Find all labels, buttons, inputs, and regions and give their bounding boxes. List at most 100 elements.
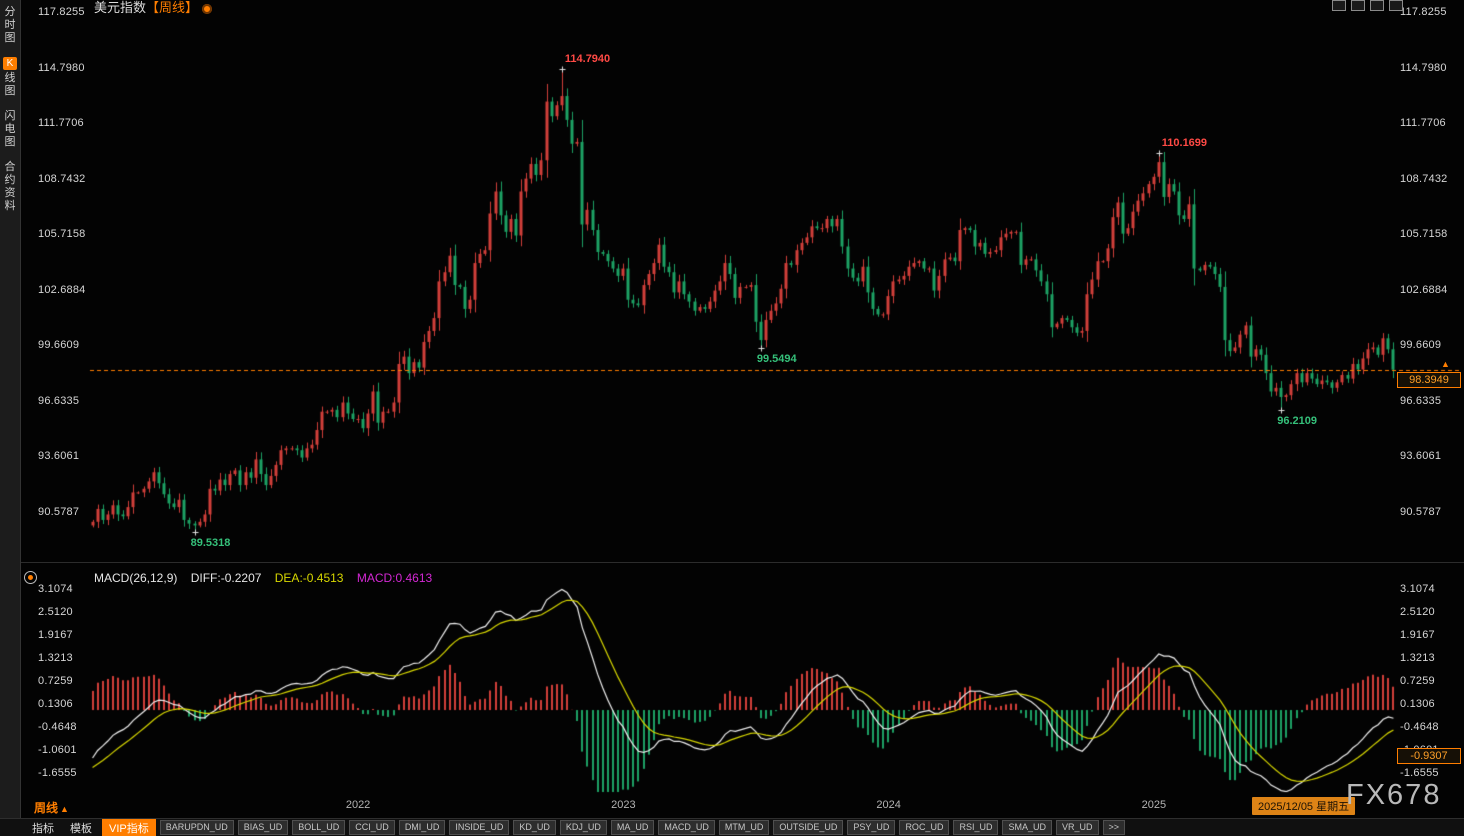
macd-axis-label-right: 1.3213	[1400, 652, 1435, 664]
macd-dea-value: DEA:-0.4513	[274, 571, 344, 585]
indicator-button-boll_ud[interactable]: BOLL_UD	[292, 820, 346, 835]
indicator-button-roc_ud[interactable]: ROC_UD	[899, 820, 950, 835]
indicator-button-cci_ud[interactable]: CCI_UD	[349, 820, 395, 835]
price-axis-label-left: 99.6609	[38, 339, 80, 352]
dot-icon	[28, 575, 33, 580]
bottom-toolbar: 指标 模板 VIP指标 BARUPDN_UD BIAS_UD BOLL_UD CCI_…	[0, 818, 1464, 836]
chart-toolbar-icon[interactable]	[1332, 0, 1346, 11]
macd-current-tag: -0.9307	[1397, 747, 1461, 764]
indicator-button-vr_ud[interactable]: VR_UD	[1055, 820, 1099, 835]
indicator-button-ma_ud[interactable]: MA_UD	[610, 820, 655, 835]
k-line-icon: K	[3, 57, 17, 70]
time-axis-label: 2025	[1141, 799, 1167, 811]
more-indicators-button[interactable]: >>	[1102, 820, 1126, 835]
macd-header: MACD(26,12,9) DIFF:-0.2207 DEA:-0.4513 M…	[94, 571, 432, 585]
sidebar-item-time-chart[interactable]: 分时图	[4, 6, 16, 44]
price-axis-label-left: 108.7432	[38, 172, 86, 185]
period-status[interactable]: 周线 ▲	[34, 799, 69, 816]
macd-axis-label-left: 3.1074	[38, 583, 73, 595]
vip-indicators-button[interactable]: VIP指标	[102, 818, 156, 836]
price-axis-label-right: 90.5787	[1400, 506, 1442, 518]
sidebar-item-kline-chart[interactable]: K 线图	[0, 51, 20, 104]
time-axis-label: 2024	[876, 799, 901, 811]
indicator-button-inside_ud[interactable]: INSIDE_UD	[449, 820, 510, 835]
price-axis-label-right: 93.6061	[1400, 450, 1442, 463]
macd-axis-label-left: 1.3213	[38, 652, 73, 664]
macd-axis-label-right: 3.1074	[1400, 583, 1435, 595]
price-axis-label-right: 105.7158	[1400, 228, 1448, 241]
period-status-label: 周线	[34, 801, 59, 815]
price-axis-label-left: 114.7980	[38, 61, 85, 74]
panel-divider	[20, 562, 1464, 563]
macd-axis-label-right: 2.5120	[1400, 606, 1435, 618]
indicator-button-psy_ud[interactable]: PSY_UD	[847, 820, 896, 835]
price-axis-label-right: 99.6609	[1400, 339, 1442, 352]
period-tag: 【周线】	[146, 0, 199, 15]
indicator-button-sma_ud[interactable]: SMA_UD	[1002, 820, 1052, 835]
date-label: 2025/12/05 星期五	[1252, 797, 1356, 815]
macd-axis-label-right: 0.7259	[1400, 675, 1435, 687]
low-price-annotation: 89.5318	[190, 537, 231, 550]
macd-indicator-name: MACD(26,12,9)	[94, 571, 178, 585]
up-triangle-icon: ▲	[60, 804, 69, 814]
indicator-button-macd_ud[interactable]: MACD_UD	[658, 820, 715, 835]
macd-axis-label-left: 2.5120	[38, 606, 73, 618]
macd-axis-label-left: -1.0601	[38, 744, 77, 756]
macd-axis-label-right: 0.1306	[1400, 698, 1435, 710]
watermark: FX678	[1346, 779, 1442, 811]
macd-axis-label-left: -0.4648	[38, 721, 77, 733]
price-axis-label-left: 111.7706	[38, 117, 84, 130]
macd-axis-label-left: 0.7259	[38, 675, 73, 687]
tab-indicators[interactable]: 指标	[26, 820, 60, 836]
symbol-name: 美元指数	[94, 0, 147, 15]
price-axis-label-left: 90.5787	[38, 506, 80, 518]
sidebar-item-flash-chart[interactable]: 闪电图	[4, 110, 16, 148]
price-axis-label-left: 96.6335	[38, 394, 80, 407]
indicator-button-rsi_ud[interactable]: RSI_UD	[953, 820, 999, 835]
price-line-arrow-icon: ▲	[1441, 358, 1450, 369]
indicator-button-kdj_ud[interactable]: KDJ_UD	[559, 820, 607, 835]
high-price-annotation: 114.7940	[564, 52, 611, 65]
price-axis-label-right: 102.6884	[1400, 283, 1448, 296]
macd-axis-label-right: 1.9167	[1400, 629, 1435, 641]
chart-toolbar-icon[interactable]	[1389, 0, 1403, 11]
indicator-button-outside_ud[interactable]: OUTSIDE_UD	[773, 820, 844, 835]
sidebar-item-label: 线图	[4, 72, 16, 97]
indicator-button-mtm_ud[interactable]: MTM_UD	[718, 820, 770, 835]
tab-templates[interactable]: 模板	[64, 820, 98, 836]
indicator-button-list: BARUPDN_UD BIAS_UD BOLL_UD CCI_UD DMI_UD INSI…	[159, 820, 1099, 835]
title-badge-icon[interactable]	[202, 3, 213, 14]
chart-toolbar-icon[interactable]	[1351, 0, 1365, 11]
macd-diff-value: DIFF:-0.2207	[190, 571, 262, 585]
macd-macd-value: MACD:0.4613	[356, 571, 433, 585]
price-axis-label-right: 114.7980	[1400, 61, 1447, 74]
chart-toolbar-icon[interactable]	[1370, 0, 1384, 11]
sidebar-item-contract-info[interactable]: 合约资料	[4, 161, 16, 212]
price-axis-label-right: 108.7432	[1400, 172, 1448, 185]
indicator-button-kd_ud[interactable]: KD_UD	[513, 820, 556, 835]
macd-axis-label-left: 0.1306	[38, 698, 73, 710]
macd-axis-label-right: -0.4648	[1400, 721, 1439, 733]
indicator-button-dmi_ud[interactable]: DMI_UD	[398, 820, 446, 835]
price-axis-label-left: 105.7158	[38, 228, 86, 241]
indicator-button-barupdn_ud[interactable]: BARUPDN_UD	[159, 820, 234, 835]
left-sidebar: 分时图 K 线图闪电图合约资料	[0, 0, 21, 836]
price-axis-label-left: 102.6884	[38, 283, 86, 296]
price-axis-label-left: 93.6061	[38, 450, 80, 463]
low-price-annotation: 99.5494	[756, 353, 797, 366]
macd-axis-label-right: -1.6555	[1400, 767, 1439, 779]
macd-axis-label-left: -1.6555	[38, 767, 77, 779]
price-axis-label-right: 96.6335	[1400, 394, 1442, 407]
top-right-icons	[1332, 0, 1403, 11]
current-price-tag: 98.3949	[1397, 371, 1461, 388]
time-axis-label: 2022	[345, 799, 371, 811]
macd-panel-toggle-icon[interactable]	[24, 571, 37, 584]
indicator-button-bias_ud[interactable]: BIAS_UD	[237, 820, 289, 835]
chart-title: 美元指数【周线】	[94, 0, 213, 16]
high-price-annotation: 110.1699	[1161, 137, 1208, 150]
time-axis-label: 2023	[611, 799, 636, 811]
macd-axis-label-left: 1.9167	[38, 629, 73, 641]
price-axis-label-right: 117.8255	[1400, 6, 1447, 18]
